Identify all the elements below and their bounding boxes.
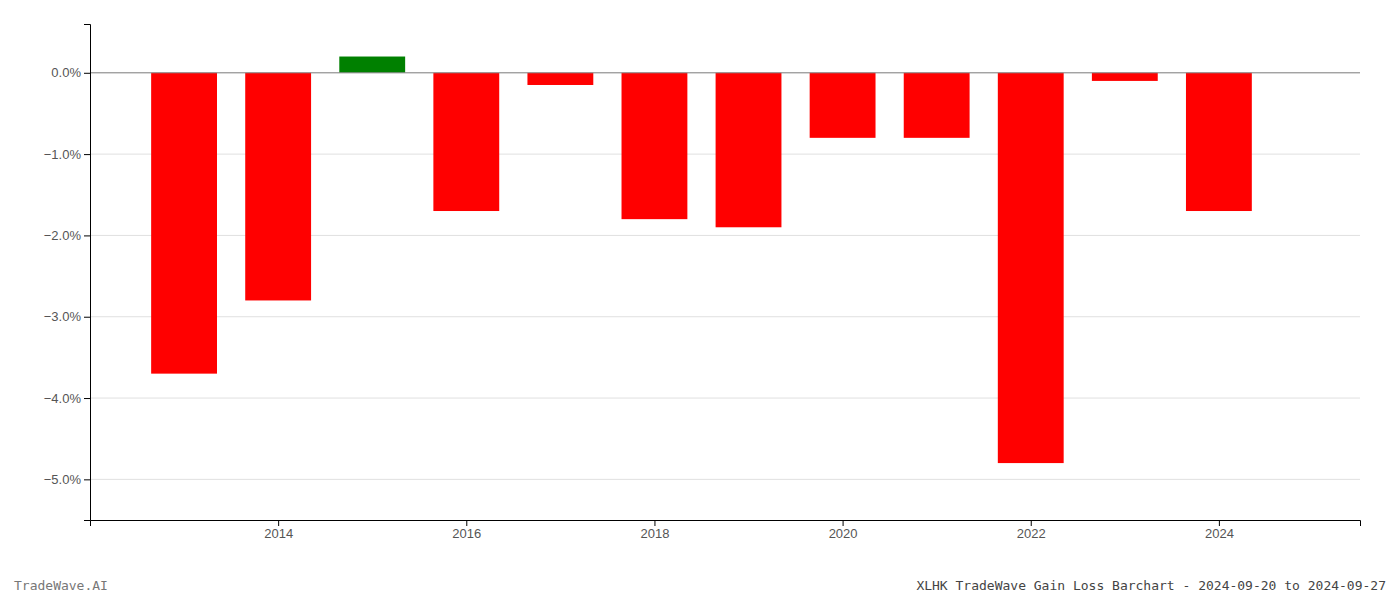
bar (527, 73, 593, 85)
x-tick-label: 2022 (1017, 526, 1046, 541)
bar (810, 73, 876, 138)
bar (1092, 73, 1158, 81)
y-tick-mark (84, 73, 90, 74)
chart-svg: 0.0%−1.0%−2.0%−3.0%−4.0%−5.0%20142016201… (0, 0, 1400, 600)
bar (1186, 73, 1252, 211)
x-tick: 2020 (829, 520, 858, 541)
x-axis-line (91, 521, 1361, 527)
y-tick-label: −3.0% (44, 309, 82, 324)
x-tick-mark (654, 520, 655, 526)
grid-line (90, 72, 1360, 73)
x-tick-label: 2018 (640, 526, 669, 541)
grid (90, 73, 1360, 480)
y-axis-line (84, 25, 91, 521)
bar (151, 73, 217, 374)
grid-line (90, 316, 1360, 317)
x-tick-mark (278, 520, 279, 526)
x-tick: 2014 (264, 520, 293, 541)
grid-line (90, 479, 1360, 480)
y-tick-label: −4.0% (44, 391, 82, 406)
x-tick-mark (1219, 520, 1220, 526)
y-tick-mark (84, 317, 90, 318)
x-tick: 2018 (640, 520, 669, 541)
bar (716, 73, 782, 227)
x-tick: 2024 (1205, 520, 1234, 541)
bar (622, 73, 688, 219)
title: XLHK TradeWave Gain Loss Barchart - 2024… (916, 578, 1386, 593)
y-tick-mark (84, 479, 90, 480)
x-tick-mark (466, 520, 467, 526)
zero-line (90, 72, 1360, 73)
bar (339, 57, 405, 73)
x-tick-label: 2014 (264, 526, 293, 541)
y-tick-label: −2.0% (44, 228, 82, 243)
y-axis: 0.0% −1.0% −2.0% −3.0% −4.0% −5.0% (44, 25, 91, 521)
y-tick: −4.0% (44, 391, 90, 406)
y-tick-label: 0.0% (51, 65, 81, 80)
bar (245, 73, 311, 301)
bars (151, 57, 1252, 464)
bar (998, 73, 1064, 463)
x-tick-label: 2020 (829, 526, 858, 541)
x-tick-mark (1031, 520, 1032, 526)
y-tick-mark (84, 235, 90, 236)
x-axis: 2014 2016 2018 2020 2022 2024 (91, 520, 1361, 541)
x-tick-label: 2024 (1205, 526, 1234, 541)
grid-line (90, 398, 1360, 399)
x-tick-mark (843, 520, 844, 526)
x-tick: 2022 (1017, 520, 1046, 541)
y-tick: 0.0% (51, 65, 90, 80)
bar (904, 73, 970, 138)
x-tick-label: 2016 (452, 526, 481, 541)
y-tick: −2.0% (44, 228, 90, 243)
bar (433, 73, 499, 211)
y-tick: −1.0% (44, 147, 90, 162)
y-tick-mark (84, 398, 90, 399)
watermark: TradeWave.AI (14, 578, 108, 593)
y-tick-label: −5.0% (44, 472, 82, 487)
y-tick-label: −1.0% (44, 147, 82, 162)
y-tick: −5.0% (44, 472, 90, 487)
y-tick-mark (84, 154, 90, 155)
y-tick: −3.0% (44, 309, 90, 324)
x-tick: 2016 (452, 520, 481, 541)
